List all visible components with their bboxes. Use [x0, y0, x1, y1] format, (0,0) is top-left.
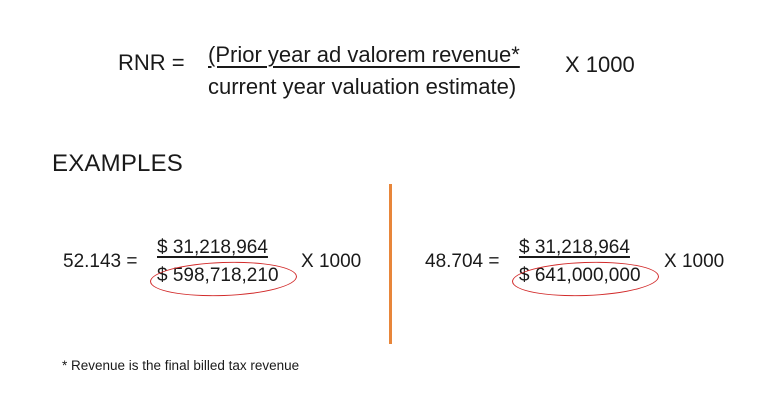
- example-1-denominator: $ 598,718,210: [157, 265, 279, 286]
- example-2-numerator: $ 31,218,964: [519, 237, 630, 258]
- formula-lhs: RNR =: [118, 50, 185, 75]
- formula-denominator: current year valuation estimate): [208, 74, 517, 99]
- example-2-multiplier: X 1000: [664, 251, 725, 272]
- example-1-result: 52.143 =: [63, 251, 138, 272]
- example-2-result: 48.704 =: [425, 251, 500, 272]
- formula-multiplier: X 1000: [565, 52, 635, 77]
- formula-numerator: (Prior year ad valorem revenue*: [208, 42, 520, 67]
- example-1-numerator: $ 31,218,964: [157, 237, 268, 258]
- footnote: * Revenue is the final billed tax revenu…: [62, 358, 300, 373]
- vertical-divider: [389, 184, 392, 344]
- example-2-denominator: $ 641,000,000: [519, 265, 641, 286]
- example-1-multiplier: X 1000: [301, 251, 362, 272]
- examples-heading: EXAMPLES: [52, 150, 183, 177]
